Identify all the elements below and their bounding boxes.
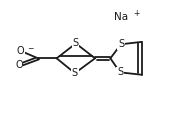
Text: S: S — [118, 39, 124, 49]
Text: S: S — [73, 38, 79, 48]
Text: S: S — [72, 68, 78, 78]
Text: O: O — [15, 60, 23, 70]
Text: Na: Na — [114, 12, 128, 22]
Text: +: + — [133, 9, 140, 18]
Text: −: − — [27, 44, 34, 53]
Text: S: S — [117, 67, 123, 77]
Text: O: O — [17, 46, 25, 56]
